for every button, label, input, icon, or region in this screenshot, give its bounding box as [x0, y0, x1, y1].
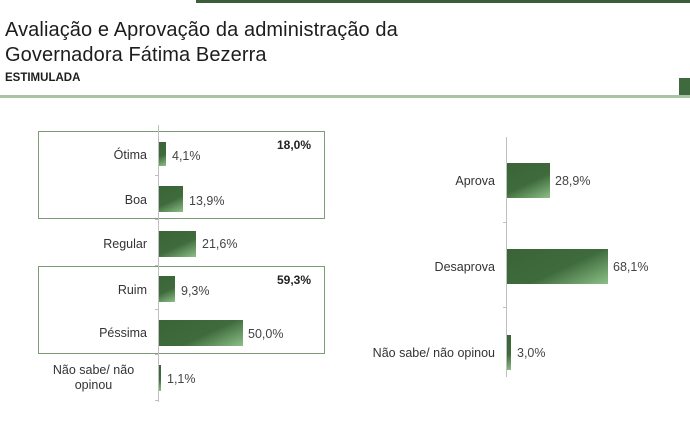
- header-divider: [0, 95, 690, 98]
- bar-desaprova: [507, 249, 608, 284]
- axis-tick: [503, 307, 507, 308]
- category-label-aprova: Aprova: [455, 174, 495, 188]
- value-label-nao-sabe: 1,1%: [167, 372, 196, 386]
- value-label-ruim: 9,3%: [181, 284, 210, 298]
- category-label-boa: Boa: [124, 193, 147, 207]
- category-label-nao-sabe: Não sabe/ não opinou: [40, 363, 147, 393]
- value-label-pessima: 50,0%: [248, 327, 284, 341]
- evaluation-chart: 18,0% 59,3% Ótima 4,1% Boa 13,9% Regular…: [38, 125, 325, 402]
- axis-tick: [155, 265, 159, 266]
- bar-nao-sabe-opinou: [507, 335, 511, 370]
- axis-tick: [155, 309, 159, 310]
- axis-tick: [155, 175, 159, 176]
- negative-group-box: [38, 266, 325, 354]
- y-axis: [506, 137, 507, 377]
- y-axis: [158, 125, 159, 402]
- bar-nao-sabe: [159, 365, 161, 391]
- bar-aprova: [507, 163, 550, 198]
- axis-tick: [155, 219, 159, 220]
- category-label-regular: Regular: [103, 237, 147, 251]
- bar-pessima: [159, 320, 243, 346]
- category-label-nao-sabe-line2: opinou: [74, 378, 113, 392]
- category-label-nao-sabe-opinou: Não sabe/ não opinou: [372, 346, 495, 360]
- page-subtitle: ESTIMULADA: [5, 72, 81, 84]
- corner-accent-block: [679, 78, 690, 95]
- bar-regular: [159, 231, 196, 257]
- value-label-aprova: 28,9%: [555, 174, 591, 188]
- axis-tick: [503, 222, 507, 223]
- category-label-desaprova: Desaprova: [434, 260, 495, 274]
- value-label-nao-sabe-opinou: 3,0%: [517, 346, 546, 360]
- axis-tick: [155, 354, 159, 355]
- title-line-1: Avaliação e Aprovação da administração d…: [5, 19, 398, 41]
- category-label-pessima: Péssima: [99, 326, 147, 340]
- page-title: Avaliação e Aprovação da administração d…: [5, 18, 398, 68]
- value-label-desaprova: 68,1%: [613, 260, 649, 274]
- approval-chart: Aprova 28,9% Desaprova 68,1% Não sabe/ n…: [345, 0, 690, 428]
- bar-boa: [159, 186, 183, 212]
- negative-group-total: 59,3%: [277, 273, 312, 287]
- top-accent-bar: [196, 0, 690, 3]
- positive-group-box: [38, 131, 325, 219]
- bar-ruim: [159, 276, 175, 302]
- title-line-2: Governadora Fátima Bezerra: [5, 44, 267, 66]
- value-label-boa: 13,9%: [189, 194, 225, 208]
- value-label-regular: 21,6%: [202, 237, 238, 251]
- bar-otima: [159, 142, 166, 166]
- positive-group-total: 18,0%: [277, 138, 312, 152]
- axis-tick: [155, 400, 159, 401]
- category-label-nao-sabe-line1: Não sabe/ não: [52, 363, 135, 377]
- category-label-otima: Ótima: [113, 148, 147, 162]
- value-label-otima: 4,1%: [172, 149, 201, 163]
- category-label-ruim: Ruim: [117, 283, 147, 297]
